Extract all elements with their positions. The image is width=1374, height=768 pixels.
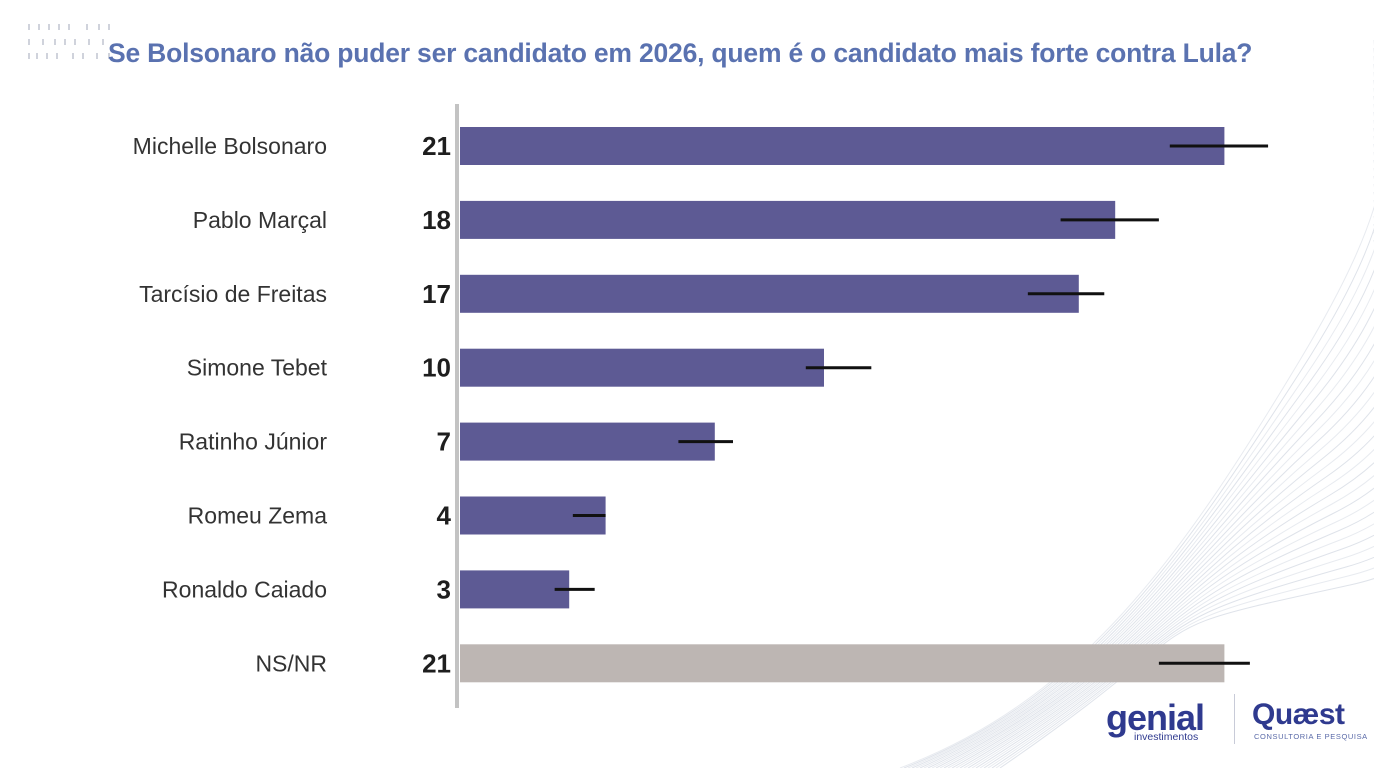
quaest-logo-text: Quæst — [1252, 698, 1345, 731]
bar-michelle-bolsonaro — [460, 127, 1225, 165]
category-label-romeu-zema: Romeu Zema — [188, 503, 328, 529]
bar-ratinho-junior — [460, 422, 715, 461]
decorative-dots — [28, 24, 110, 59]
category-label-ns-nr: NS/NR — [255, 650, 327, 676]
quaest-logo-subtext: CONSULTORIA E PESQUISA — [1254, 732, 1368, 741]
value-label-ronaldo-caiado: 3 — [437, 574, 451, 604]
genial-logo: genial investimentos — [1106, 700, 1218, 748]
bar-ns-nr — [460, 644, 1225, 683]
category-label-pablo-marcal: Pablo Marçal — [193, 207, 327, 233]
value-label-tarcisio-de-freitas: 17 — [422, 279, 451, 309]
value-label-ns-nr: 21 — [422, 648, 451, 678]
bar-ronaldo-caiado — [460, 570, 570, 609]
genial-logo-text: genial — [1106, 697, 1205, 738]
value-label-romeu-zema: 4 — [437, 501, 452, 531]
value-label-michelle-bolsonaro: 21 — [422, 131, 451, 161]
category-label-ratinho-junior: Ratinho Júnior — [179, 429, 328, 455]
logo-divider — [1234, 694, 1235, 744]
bar-tarcisio-de-freitas — [460, 274, 1079, 313]
chart-title: Se Bolsonaro não puder ser candidato em … — [108, 38, 1253, 68]
bars-layer — [460, 127, 1225, 683]
labels-layer: Michelle Bolsonaro 21 Pablo Marçal 18 Tarcís… — [133, 131, 452, 678]
value-label-ratinho-junior: 7 — [437, 427, 451, 457]
category-label-tarcisio-de-freitas: Tarcísio de Freitas — [139, 281, 327, 307]
category-label-simone-tebet: Simone Tebet — [187, 355, 328, 381]
value-label-pablo-marcal: 18 — [422, 205, 451, 235]
bar-pablo-marcal — [460, 200, 1116, 239]
error-bars-layer — [554, 144, 1269, 665]
category-label-ronaldo-caiado: Ronaldo Caiado — [162, 576, 327, 602]
genial-logo-subtext: investimentos — [1134, 731, 1199, 743]
quaest-logo: Quæst CONSULTORIA E PESQUISA — [1252, 698, 1367, 746]
bar-simone-tebet — [460, 348, 824, 387]
category-label-michelle-bolsonaro: Michelle Bolsonaro — [133, 133, 327, 159]
value-label-simone-tebet: 10 — [422, 353, 451, 383]
